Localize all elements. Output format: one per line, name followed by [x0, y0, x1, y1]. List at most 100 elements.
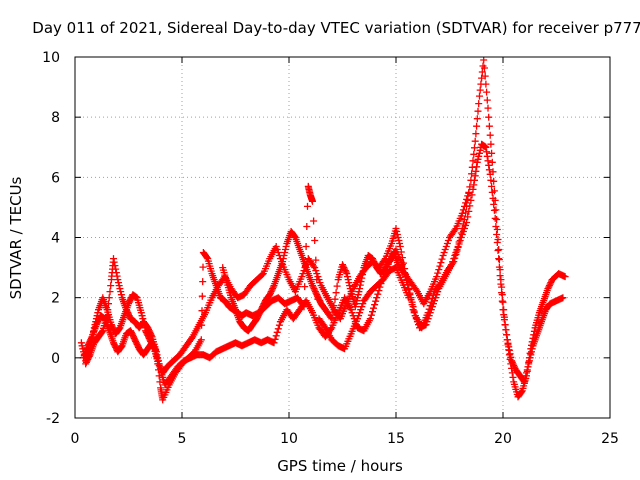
data-point	[309, 197, 316, 205]
data-point	[111, 262, 119, 270]
data-point	[443, 240, 451, 247]
data-point	[371, 259, 379, 267]
series-track-d	[219, 188, 473, 335]
data-point	[274, 249, 282, 256]
data-point	[441, 246, 449, 253]
data-point	[199, 263, 207, 271]
data-point	[482, 80, 490, 88]
x-tick-label: 25	[601, 431, 619, 447]
data-point	[456, 237, 464, 244]
data-point	[341, 267, 349, 275]
data-point	[471, 172, 479, 180]
data-point	[356, 281, 364, 289]
data-point	[487, 140, 495, 148]
data-point	[92, 321, 100, 329]
y-axis-label: SDTVAR / TECUs	[7, 176, 25, 299]
data-point	[505, 343, 513, 351]
data-point	[559, 294, 567, 302]
data-point	[470, 181, 478, 189]
data-point	[279, 258, 287, 266]
data-point	[127, 295, 135, 303]
data-point	[259, 301, 267, 309]
data-point	[450, 258, 458, 266]
data-point	[500, 311, 508, 319]
data-point	[134, 342, 142, 350]
data-point	[525, 360, 533, 368]
data-point	[115, 282, 123, 290]
data-point	[353, 297, 361, 305]
data-point	[486, 131, 494, 139]
data-point	[342, 268, 350, 276]
data-point	[476, 146, 484, 154]
data-point	[198, 321, 206, 329]
data-point	[482, 143, 490, 151]
data-point	[316, 297, 324, 305]
data-point	[396, 243, 404, 250]
data-point	[498, 297, 506, 305]
data-point	[313, 270, 321, 278]
series-track-c	[82, 182, 413, 404]
data-point	[520, 378, 528, 386]
data-point	[375, 287, 383, 295]
data-point	[339, 261, 346, 269]
data-point	[434, 269, 442, 277]
data-point	[461, 225, 468, 232]
data-point	[155, 372, 163, 380]
data-point	[320, 322, 328, 330]
data-point	[494, 236, 502, 243]
data-point	[471, 176, 478, 184]
data-point	[491, 214, 499, 222]
data-point	[393, 231, 401, 238]
data-point	[522, 372, 530, 380]
data-point	[510, 363, 518, 371]
data-point	[341, 265, 349, 273]
tick-labels: 0 5 10 15 20 25 -2 0 2 4 6 8 10	[42, 50, 619, 447]
data-point	[475, 100, 483, 108]
data-point	[104, 306, 112, 314]
data-point	[484, 157, 492, 165]
y-tick-label: -2	[46, 411, 60, 427]
data-point	[547, 279, 555, 287]
data-point	[358, 274, 366, 282]
data-point	[155, 366, 162, 374]
data-point	[153, 354, 161, 362]
data-point	[203, 254, 211, 262]
data-point	[109, 324, 117, 332]
data-point	[269, 285, 277, 293]
data-point	[312, 267, 320, 275]
data-point	[147, 330, 155, 338]
data-point	[117, 291, 125, 299]
data-point	[254, 312, 262, 320]
data-point	[291, 233, 299, 240]
data-point	[525, 357, 533, 365]
data-point	[424, 309, 432, 317]
data-point	[470, 150, 478, 158]
data-point	[524, 363, 532, 371]
data-point	[110, 339, 117, 347]
data-point	[357, 278, 365, 286]
data-point	[507, 353, 515, 361]
data-point	[359, 300, 367, 308]
data-point	[303, 223, 311, 230]
data-point	[500, 316, 508, 324]
data-point	[272, 243, 280, 250]
data-point	[267, 288, 275, 296]
data-point	[345, 279, 353, 287]
data-point	[103, 312, 111, 320]
data-point	[124, 309, 132, 317]
data-point	[132, 337, 140, 345]
data-point	[465, 188, 473, 196]
data-point	[505, 346, 513, 354]
data-point	[94, 318, 102, 326]
data-point	[310, 217, 318, 225]
data-point	[474, 107, 482, 115]
data-point	[98, 328, 106, 336]
data-point	[451, 226, 459, 234]
data-point	[310, 262, 318, 270]
data-point	[84, 355, 92, 363]
data-point	[122, 306, 130, 314]
data-point	[455, 240, 463, 248]
data-point	[371, 301, 379, 309]
data-point	[453, 247, 461, 255]
data-point	[394, 234, 402, 241]
